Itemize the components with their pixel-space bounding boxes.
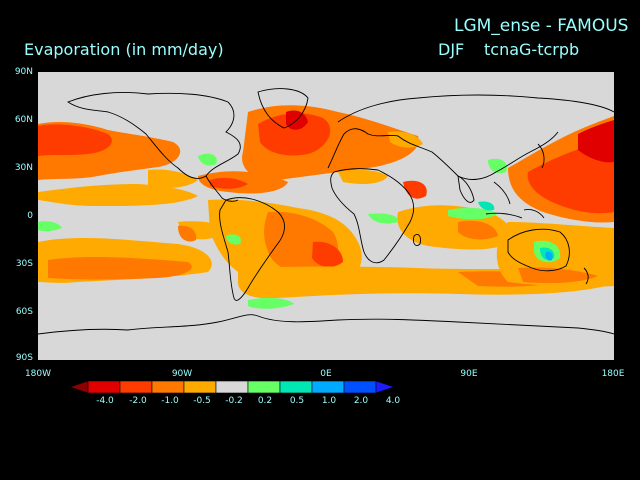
colorbar-label: 4.0 — [385, 396, 401, 406]
variable-title: Evaporation (in mm/day) — [24, 40, 224, 59]
lon-label-90e: 90E — [460, 369, 478, 379]
experiment-label: tcnaG-tcrpb — [484, 40, 580, 59]
colorbar-label: 2.0 — [353, 396, 369, 406]
colorbar-cell — [119, 381, 153, 394]
lat-label-30n: 30N — [14, 163, 33, 173]
colorbar-cells — [70, 381, 395, 394]
colorbar-cell — [311, 381, 345, 394]
coastlines — [38, 88, 614, 335]
lon-label-180e: 180E — [601, 369, 625, 379]
colorbar-label: 0.2 — [257, 396, 273, 406]
colorbar-cell — [183, 381, 217, 394]
colorbar-label: -2.0 — [129, 396, 147, 406]
lat-label-30s: 30S — [15, 259, 33, 269]
colorbar — [70, 381, 395, 394]
colorbar-label: -1.0 — [161, 396, 179, 406]
colorbar-label: -0.5 — [193, 396, 211, 406]
season-label: DJF — [438, 40, 465, 59]
lon-label-180w: 180W — [24, 369, 52, 379]
colorbar-cell — [247, 381, 281, 394]
lon-label-0e: 0E — [320, 369, 332, 379]
colorbar-cell — [343, 381, 377, 394]
colorbar-cell — [215, 381, 249, 394]
colorbar-cell — [70, 381, 89, 394]
colorbar-label: 0.5 — [289, 396, 305, 406]
colorbar-cell — [151, 381, 185, 394]
lat-label-90n: 90N — [14, 67, 33, 77]
lat-label-90s: 90S — [15, 353, 33, 363]
colorbar-label: -0.2 — [225, 396, 243, 406]
colorbar-cell — [279, 381, 313, 394]
lat-label-60n: 60N — [14, 115, 33, 125]
colorbar-label: 1.0 — [321, 396, 337, 406]
lon-label-90w: 90W — [171, 369, 193, 379]
anomaly-fields — [38, 105, 614, 309]
colorbar-label: -4.0 — [96, 396, 114, 406]
lat-label-0: 0 — [27, 211, 33, 221]
evaporation-map — [38, 72, 614, 360]
map-title: LGM_ense - FAMOUS — [454, 16, 629, 36]
lat-label-60s: 60S — [15, 307, 33, 317]
colorbar-cell — [87, 381, 121, 394]
colorbar-cell — [375, 381, 395, 394]
